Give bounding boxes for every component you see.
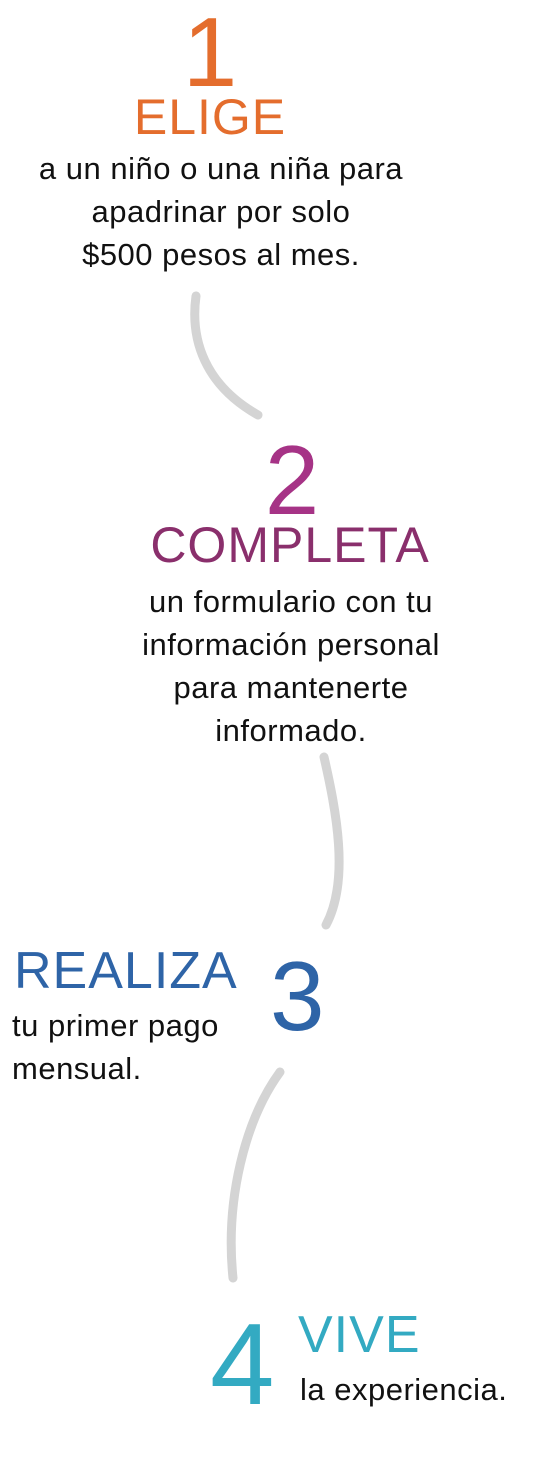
connector-3-4 [226,1067,285,1283]
step-2-description: un formulario con tu información persona… [100,580,482,752]
step-3-number: 3 [270,941,325,1051]
step-2-line: para mantenerte [173,670,409,705]
step-1-title: ELIGE [133,89,287,145]
connector-2-3 [319,752,344,930]
connector-1-2 [190,291,263,420]
step-2-line: información personal [142,627,440,662]
step-4-line: la experiencia. [300,1372,508,1407]
step-3-line: mensual. [12,1051,142,1086]
step-4-description: la experiencia. [300,1368,507,1411]
step-1-description: a un niño o una niña para apadrinar por … [0,147,442,276]
step-4-title: VIVE [298,1306,421,1364]
step-2-line: informado. [215,713,367,748]
step-1-number: 1 [182,0,238,107]
step-2-number: 2 [264,425,320,535]
step-3-title: REALIZA [14,942,238,1000]
step-1-line: $500 pesos al mes. [82,237,360,272]
step-1-line: a un niño o una niña para [38,151,404,186]
step-2-title: COMPLETA [150,517,430,573]
step-3-line: tu primer pago [12,1008,219,1043]
step-3-description: tu primer pago mensual. [12,1004,219,1090]
step-1-line: apadrinar por solo [91,194,351,229]
step-2-line: un formulario con tu [149,584,433,619]
step-4-number: 4 [210,1299,275,1429]
